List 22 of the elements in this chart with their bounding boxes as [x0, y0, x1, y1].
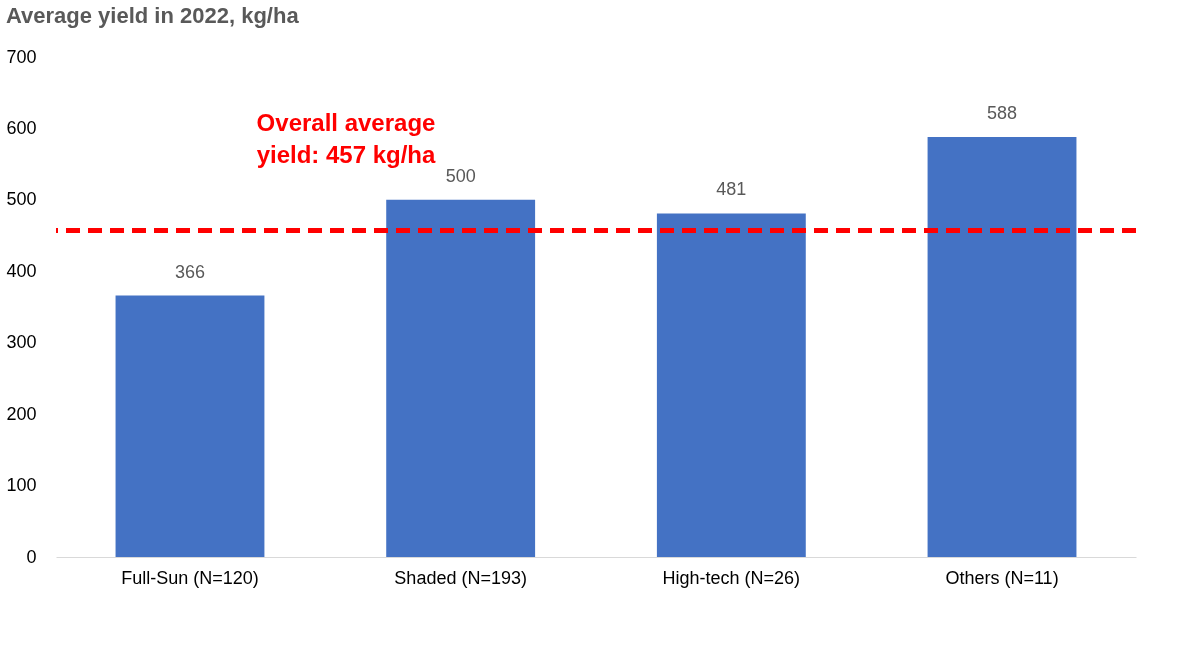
- chart-title: Average yield in 2022, kg/ha: [5, 3, 300, 28]
- y-tick-label: 500: [6, 189, 37, 210]
- data-label: 481: [716, 179, 747, 200]
- y-tick-label: 100: [6, 475, 37, 496]
- data-label: 588: [986, 103, 1018, 123]
- x-tick-label: Full-Sun (N=120): [121, 567, 259, 588]
- bar: [386, 199, 536, 557]
- y-tick-label: 400: [6, 260, 37, 281]
- data-label: 366: [174, 261, 206, 282]
- y-tick-label: 0: [26, 546, 37, 567]
- x-tick-label: Others (N=11): [945, 567, 1059, 588]
- bar: [927, 137, 1077, 557]
- data-label: 500: [445, 165, 476, 186]
- x-tick-label: Shaded (N=193): [394, 567, 527, 588]
- y-tick-label: 600: [6, 117, 37, 138]
- bar: [115, 295, 265, 557]
- bar: [656, 213, 806, 557]
- x-tick-label: High-tech (N=26): [662, 567, 801, 588]
- ref-line-label: Overall average yield: 457 kg/ha: [256, 108, 437, 168]
- y-tick-label: 300: [6, 332, 37, 353]
- y-tick-label: 700: [6, 46, 37, 67]
- y-tick-label: 200: [6, 403, 37, 424]
